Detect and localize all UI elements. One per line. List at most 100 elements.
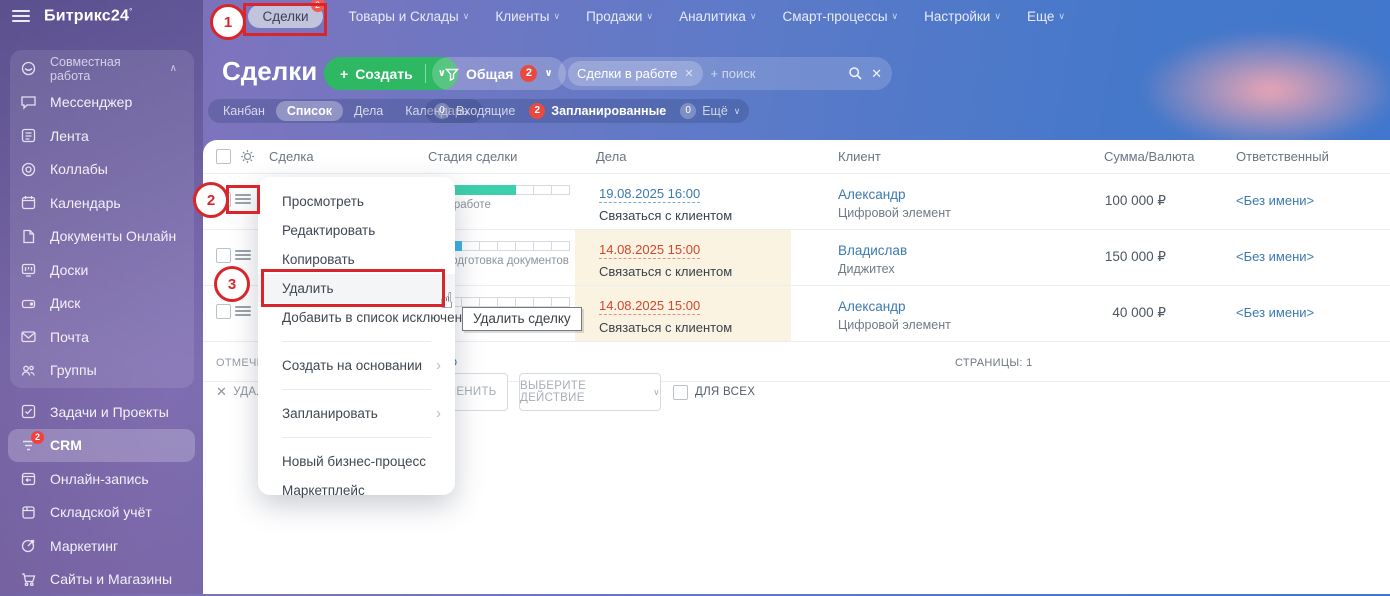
for-all-checkbox-row[interactable]: ДЛЯ ВСЕХ: [673, 385, 755, 400]
column-deal[interactable]: Сделка: [269, 149, 314, 164]
pages-label: СТРАНИЦЫ: 1: [955, 357, 1033, 369]
search-filter-chip[interactable]: Сделки в работе ✕: [568, 61, 703, 86]
activity-task: Связаться с клиентом: [599, 320, 732, 335]
tab-list[interactable]: Список: [276, 101, 343, 121]
sidebar-item-drive[interactable]: Диск: [0, 287, 203, 321]
annotation-circle-step2: 2: [193, 182, 229, 218]
chevron-down-icon: ∨: [554, 11, 561, 22]
funnel-icon: [445, 67, 459, 81]
row-checkbox[interactable]: [216, 304, 231, 319]
nav-item-clients[interactable]: Клиенты∨: [495, 9, 560, 24]
chat-icon: [20, 94, 37, 111]
marketing-icon: [20, 537, 37, 554]
search-clear-icon[interactable]: ✕: [871, 66, 882, 82]
nav-item-smart-processes[interactable]: Смарт-процессы∨: [783, 9, 899, 24]
activity-date-link[interactable]: 14.08.2025 15:00: [599, 298, 700, 315]
sidebar-item-mail[interactable]: Почта: [0, 320, 203, 354]
sidebar-item-feed[interactable]: Лента: [0, 119, 203, 153]
delete-deal-tooltip: Удалить сделку: [462, 307, 582, 331]
sidebar-group-collaboration[interactable]: Совместная работа ∧: [0, 52, 203, 86]
chip-close-icon[interactable]: ✕: [684, 67, 693, 80]
deal-amount: 40 000 ₽: [1046, 305, 1166, 321]
tab-kanban[interactable]: Канбан: [212, 101, 276, 121]
stage-label: В работе: [443, 199, 570, 211]
menu-item-schedule[interactable]: Запланировать ›: [258, 399, 455, 428]
nav-item-sales[interactable]: Продажи∨: [586, 9, 653, 24]
feed-icon: [20, 127, 37, 144]
app-logo[interactable]: Битрикс24°: [44, 7, 132, 25]
tab-activities[interactable]: Дела: [343, 101, 394, 121]
hamburger-menu-icon[interactable]: [12, 10, 30, 22]
context-menu: Просмотреть Редактировать Копировать Уда…: [258, 177, 455, 495]
filter-badge: 2: [520, 65, 537, 82]
chevron-down-icon: ∨: [544, 68, 552, 79]
select-action-dropdown[interactable]: ВЫБЕРИТЕ ДЕЙСТВИЕ ∨: [519, 373, 661, 411]
tasks-icon: [20, 403, 37, 420]
activity-task: Связаться с клиентом: [599, 208, 732, 223]
sidebar-item-marketing[interactable]: Маркетинг: [0, 529, 203, 563]
submenu-chevron-icon: ›: [436, 399, 441, 428]
annotation-circle-step3: 3: [214, 266, 250, 302]
chevron-down-icon: ∨: [994, 11, 1001, 22]
warehouse-icon: [20, 504, 37, 521]
row-menu-icon[interactable]: [235, 306, 251, 316]
client-link[interactable]: Александр: [838, 299, 951, 314]
sidebar-item-warehouse[interactable]: Складской учёт: [0, 496, 203, 530]
column-amount[interactable]: Сумма/Валюта: [1104, 149, 1194, 164]
menu-item-view[interactable]: Просмотреть: [258, 187, 455, 216]
board-icon: [20, 261, 37, 278]
column-responsible[interactable]: Ответственный: [1236, 149, 1329, 164]
menu-item-edit[interactable]: Редактировать: [258, 216, 455, 245]
counter-incoming[interactable]: 0 Входящие: [434, 103, 515, 119]
menu-item-create-based-on[interactable]: Создать на основании ›: [258, 351, 455, 380]
chevron-down-icon: ∨: [646, 11, 653, 22]
nav-item-analytics[interactable]: Аналитика∨: [679, 9, 756, 24]
row-menu-icon[interactable]: [235, 250, 251, 260]
sidebar-item-boards[interactable]: Доски: [0, 253, 203, 287]
nav-item-more[interactable]: Еще∨: [1027, 9, 1065, 24]
responsible-link[interactable]: <Без имени>: [1236, 305, 1314, 320]
activity-date-link[interactable]: 14.08.2025 15:00: [599, 242, 700, 259]
annotation-circle-step1: 1: [210, 4, 246, 40]
row-checkbox[interactable]: [216, 248, 231, 263]
chevron-down-icon: ∨: [1058, 11, 1065, 22]
client-company: Цифровой элемент: [838, 318, 951, 332]
column-client[interactable]: Клиент: [838, 149, 881, 164]
gear-icon[interactable]: [240, 149, 255, 164]
sidebar-item-messenger[interactable]: Мессенджер: [0, 86, 203, 120]
decorative-pink-blob: [1140, 30, 1390, 150]
sidebar-item-collabs[interactable]: Коллабы: [0, 153, 203, 187]
nav-item-products[interactable]: Товары и Склады∨: [349, 9, 470, 24]
nav-item-settings[interactable]: Настройки∨: [924, 9, 1001, 24]
sidebar-item-online-booking[interactable]: Онлайн-запись: [0, 462, 203, 496]
menu-item-marketplace[interactable]: Маркетплейс: [258, 476, 455, 505]
chevron-up-icon[interactable]: ∧: [170, 63, 177, 74]
sidebar-item-groups[interactable]: Группы: [0, 354, 203, 388]
activity-date-link[interactable]: 19.08.2025 16:00: [599, 186, 700, 203]
search-bar[interactable]: Сделки в работе ✕ + поиск ✕: [558, 57, 892, 90]
crm-badge: 2: [31, 431, 44, 444]
sidebar-item-crm[interactable]: 2 CRM: [8, 429, 195, 463]
counter-more[interactable]: 0 Ещё ∨: [680, 103, 740, 119]
column-stage[interactable]: Стадия сделки: [428, 149, 517, 164]
search-icon[interactable]: [848, 66, 863, 81]
sidebar-item-sites[interactable]: Сайты и Магазины: [0, 563, 203, 596]
responsible-link[interactable]: <Без имени>: [1236, 249, 1314, 264]
sidebar-item-calendar[interactable]: Календарь: [0, 186, 203, 220]
column-activities[interactable]: Дела: [596, 149, 626, 164]
search-input[interactable]: + поиск: [711, 66, 841, 81]
sidebar-item-tasks[interactable]: Задачи и Проекты: [0, 395, 203, 429]
mail-icon: [20, 328, 37, 345]
logo-mark: °: [129, 7, 132, 16]
menu-item-add-to-exclusions[interactable]: Добавить в список исключений: [258, 303, 455, 332]
counter-planned[interactable]: 2 Запланированные: [529, 103, 666, 119]
client-link[interactable]: Владислав: [838, 243, 907, 258]
sidebar-item-documents-online[interactable]: Документы Онлайн: [0, 220, 203, 254]
chevron-down-icon: ∨: [750, 11, 757, 22]
filter-button[interactable]: Общая 2 ∨: [432, 57, 566, 90]
responsible-link[interactable]: <Без имени>: [1236, 193, 1314, 208]
for-all-checkbox[interactable]: [673, 385, 688, 400]
menu-item-new-business-process[interactable]: Новый бизнес-процесс: [258, 447, 455, 476]
client-link[interactable]: Александр: [838, 187, 951, 202]
select-all-checkbox[interactable]: [216, 149, 231, 164]
